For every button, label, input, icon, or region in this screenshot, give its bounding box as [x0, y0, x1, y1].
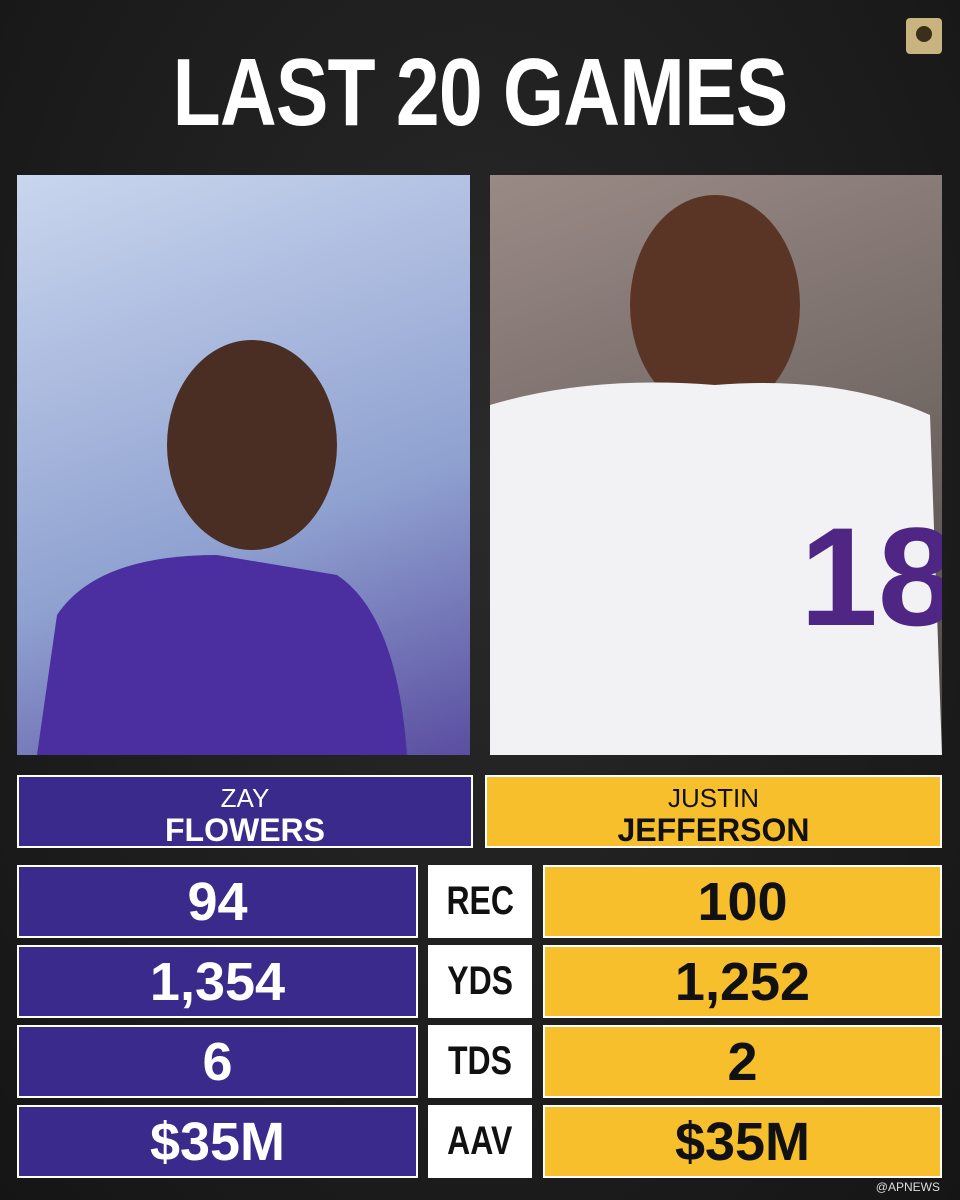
right-stat-text: $35M	[674, 1111, 811, 1172]
right-stat: 1,252	[543, 945, 942, 1018]
first-name: ZAY	[220, 783, 270, 813]
right-stat-text: 2	[727, 1031, 758, 1092]
stat-label-text: AAV	[447, 1119, 513, 1163]
player-photo: 18	[490, 175, 942, 755]
right-stat: $35M	[543, 1105, 942, 1178]
left-stat-text: 1,354	[149, 951, 286, 1012]
left-stat: 1,354	[17, 945, 418, 1018]
credit: @APNEWS	[875, 1180, 940, 1194]
title: LAST 20 GAMES	[172, 39, 789, 146]
photo-placeholder: 18	[490, 195, 942, 755]
player-name: ZAY FLOWERS	[17, 775, 473, 848]
photo-placeholder	[37, 340, 407, 755]
stat-label: YDS	[428, 945, 532, 1018]
right-stat: 2	[543, 1025, 942, 1098]
stat-label-text: YDS	[447, 959, 513, 1003]
left-stat: 6	[17, 1025, 418, 1098]
right-stat-text: 100	[697, 871, 788, 932]
last-name: JEFFERSON	[617, 812, 810, 848]
right-stat-text: 1,252	[674, 951, 811, 1012]
left-stat-text: $35M	[149, 1111, 286, 1172]
jersey-number: 18	[800, 498, 942, 655]
stat-label: TDS	[428, 1025, 532, 1098]
left-stat: 94	[17, 865, 418, 938]
stat-label-text: REC	[446, 879, 514, 923]
right-stat: 100	[543, 865, 942, 938]
player-name: JUSTIN JEFFERSON	[485, 775, 942, 848]
stat-label-text: TDS	[448, 1039, 512, 1083]
stat-label: REC	[428, 865, 532, 938]
logo	[906, 18, 942, 54]
left-stat-text: 6	[202, 1031, 233, 1092]
last-name: FLOWERS	[165, 812, 325, 848]
first-name: JUSTIN	[668, 783, 759, 813]
left-stat: $35M	[17, 1105, 418, 1178]
player-photo	[17, 175, 470, 755]
stat-label: AAV	[428, 1105, 532, 1178]
left-stat-text: 94	[187, 871, 248, 932]
